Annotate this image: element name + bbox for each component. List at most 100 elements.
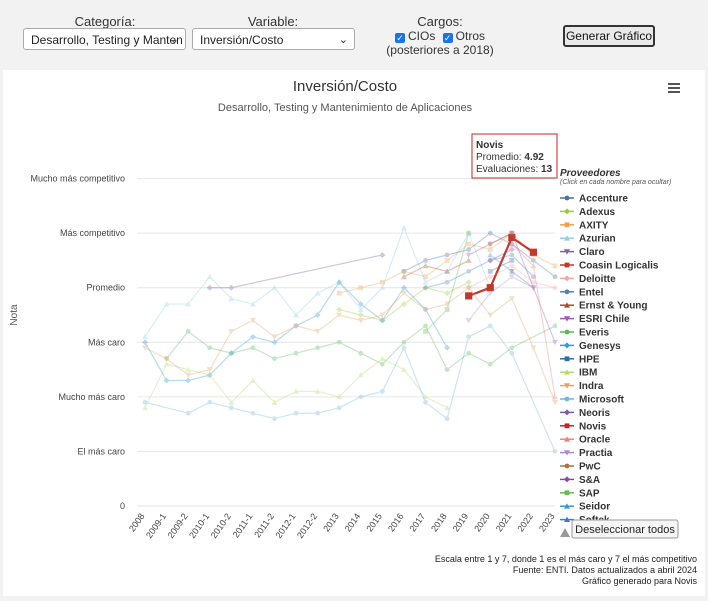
data-point[interactable] (509, 230, 515, 236)
data-point[interactable] (509, 345, 515, 351)
data-point[interactable] (444, 301, 451, 308)
data-point[interactable] (379, 317, 386, 324)
data-point[interactable] (336, 405, 342, 411)
data-point[interactable] (422, 284, 429, 291)
data-point[interactable] (379, 251, 386, 258)
data-point[interactable] (508, 274, 515, 280)
data-point[interactable] (444, 268, 451, 274)
data-point[interactable] (465, 292, 473, 300)
data-point[interactable] (142, 345, 148, 351)
data-point[interactable] (509, 230, 515, 236)
data-point[interactable] (486, 284, 494, 292)
data-point[interactable] (336, 312, 343, 318)
data-point[interactable] (423, 399, 428, 405)
data-point[interactable] (530, 279, 537, 286)
data-point[interactable] (487, 258, 493, 263)
data-point[interactable] (163, 377, 170, 384)
data-point[interactable] (314, 388, 321, 394)
data-point[interactable] (444, 290, 451, 297)
data-point[interactable] (357, 306, 364, 312)
legend-item-seidor[interactable]: Seidor (560, 502, 610, 513)
data-point[interactable] (293, 388, 300, 394)
data-point[interactable] (185, 410, 191, 416)
data-point[interactable] (465, 318, 472, 324)
data-point[interactable] (249, 301, 256, 307)
data-point[interactable] (142, 399, 148, 405)
data-point[interactable] (249, 318, 256, 324)
legend-item-entel[interactable]: Entel (560, 287, 604, 298)
data-point[interactable] (336, 279, 343, 286)
data-point[interactable] (465, 230, 472, 236)
data-point[interactable] (271, 399, 278, 405)
variable-select[interactable]: Inversión/Costo ⌄ (192, 28, 355, 50)
data-point[interactable] (423, 323, 428, 329)
data-point[interactable] (422, 393, 429, 400)
data-point[interactable] (206, 367, 213, 373)
data-point[interactable] (400, 224, 407, 231)
data-point[interactable] (422, 262, 429, 269)
legend-item-everis[interactable]: Everis (560, 328, 609, 339)
data-point[interactable] (293, 312, 300, 318)
data-point[interactable] (487, 290, 494, 297)
data-point[interactable] (487, 323, 493, 329)
data-point[interactable] (228, 328, 235, 335)
data-point[interactable] (508, 246, 515, 253)
data-point[interactable] (552, 323, 558, 329)
data-point[interactable] (185, 301, 192, 307)
data-point[interactable] (228, 295, 235, 302)
legend-item-neoris[interactable]: Neoris (560, 408, 611, 419)
data-point[interactable] (272, 356, 277, 362)
data-point[interactable] (400, 290, 407, 297)
data-point[interactable] (530, 345, 537, 351)
data-point[interactable] (530, 262, 537, 269)
data-point[interactable] (487, 273, 494, 280)
otros-checkbox[interactable]: ✓ (442, 33, 453, 43)
legend-item-ibm[interactable]: IBM (560, 368, 597, 379)
data-point[interactable] (508, 230, 515, 237)
data-point[interactable] (444, 404, 451, 411)
data-point[interactable] (314, 312, 321, 318)
data-point[interactable] (530, 285, 537, 291)
data-point[interactable] (444, 279, 450, 285)
data-point[interactable] (466, 350, 472, 356)
data-point[interactable] (163, 356, 170, 362)
data-point[interactable] (315, 410, 321, 416)
data-point[interactable] (487, 247, 493, 252)
data-point[interactable] (400, 366, 407, 372)
data-point[interactable] (185, 366, 192, 372)
data-point[interactable] (552, 393, 558, 400)
legend-item-coasin-logicalis[interactable]: Coasin Logicalis (560, 261, 659, 272)
data-point[interactable] (531, 258, 536, 263)
data-point[interactable] (509, 252, 515, 258)
data-point[interactable] (465, 279, 472, 286)
legend-item-esri-chile[interactable]: ESRI Chile (560, 314, 630, 325)
cios-checkbox[interactable]: ✓ (394, 33, 405, 43)
data-point[interactable] (465, 285, 472, 291)
data-point[interactable] (508, 268, 515, 275)
data-point[interactable] (293, 322, 300, 329)
data-point[interactable] (379, 355, 386, 362)
data-point[interactable] (379, 389, 385, 394)
data-point[interactable] (466, 247, 472, 252)
data-point[interactable] (357, 372, 364, 378)
data-point[interactable] (249, 333, 256, 340)
data-point[interactable] (379, 284, 386, 291)
data-point[interactable] (466, 268, 472, 274)
legend-item-microsoft[interactable]: Microsoft (560, 395, 625, 406)
data-point[interactable] (487, 251, 494, 258)
data-point[interactable] (509, 350, 515, 356)
data-point[interactable] (206, 284, 213, 291)
data-point[interactable] (487, 241, 493, 247)
data-point[interactable] (508, 262, 515, 269)
legend-item-azurian[interactable]: Azurian (560, 234, 616, 245)
data-point[interactable] (206, 372, 213, 378)
legend-item-indra[interactable]: Indra (560, 381, 604, 392)
data-point[interactable] (444, 344, 451, 351)
data-point[interactable] (465, 284, 472, 291)
data-point[interactable] (509, 258, 515, 263)
data-point[interactable] (444, 252, 450, 258)
data-point[interactable] (401, 339, 407, 345)
data-point[interactable] (423, 328, 428, 334)
legend-item-practia[interactable]: Practia (560, 448, 613, 459)
data-point[interactable] (444, 268, 451, 274)
